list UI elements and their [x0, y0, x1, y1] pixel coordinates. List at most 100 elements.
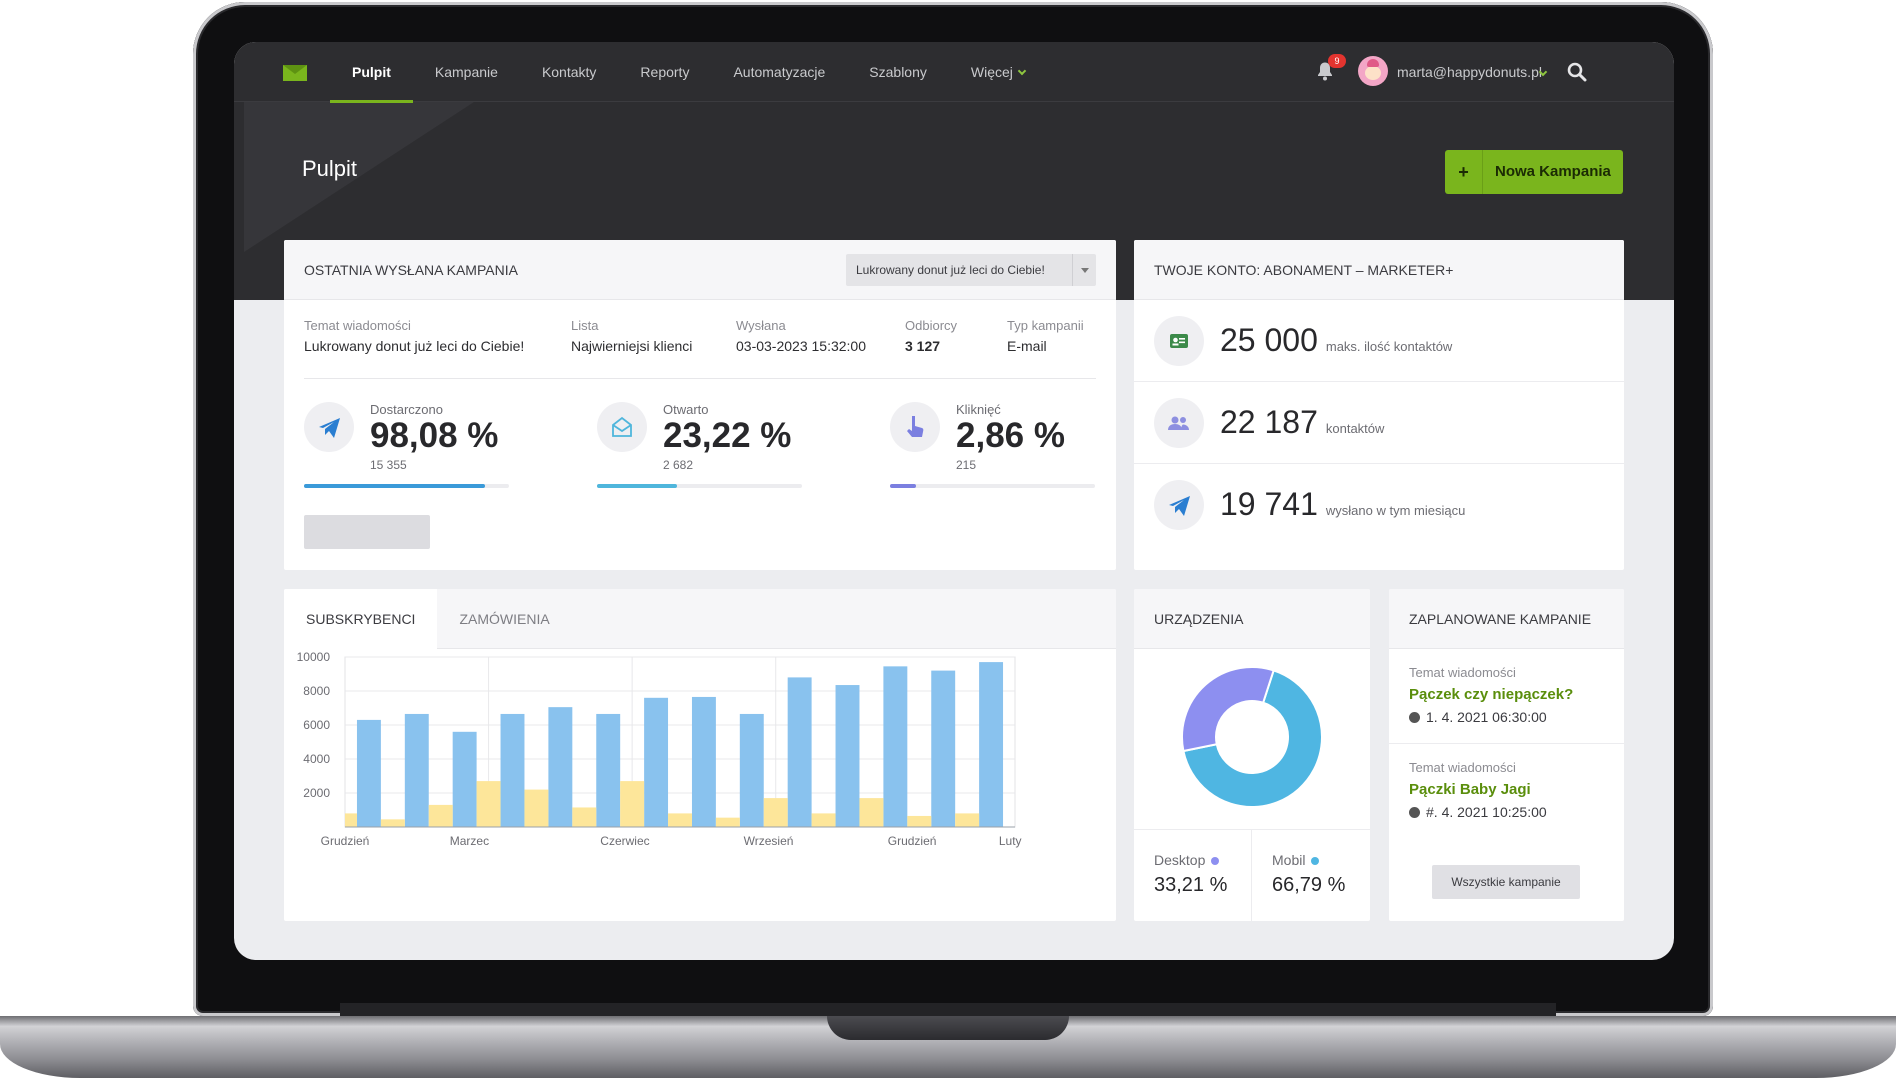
- progress-track: [890, 484, 1095, 488]
- bell-icon[interactable]: [1316, 61, 1334, 81]
- nav-item-reporty[interactable]: Reporty: [640, 64, 690, 80]
- device-dot: [1311, 857, 1320, 865]
- notification-badge: 9: [1328, 54, 1346, 68]
- device-value: 66,79 %: [1272, 874, 1346, 896]
- last-campaign-card: OSTATNIA WYSŁANA KAMPANIA Lukrowany donu…: [284, 240, 1116, 570]
- campaign-details-button[interactable]: [304, 515, 430, 549]
- bar-subscribers: [931, 670, 956, 827]
- nav-item-pulpit[interactable]: Pulpit: [330, 42, 413, 103]
- device-label-text: Desktop: [1154, 852, 1206, 868]
- subscribers-chart-card: SUBSKRYBENCI ZAMÓWIENIA 2000 4000 6000 8000…: [284, 589, 1116, 921]
- main-nav: Pulpit Kampanie Kontakty Reporty Automat…: [330, 42, 1047, 103]
- user-email[interactable]: marta@happydonuts.pl: [1397, 64, 1542, 80]
- bar-secondary: [380, 819, 405, 827]
- meta-value: E-mail: [1007, 338, 1047, 354]
- search-icon[interactable]: [1567, 62, 1587, 82]
- account-row-number: 25 000: [1220, 322, 1318, 358]
- meta-subject: Temat wiadomości Lukrowany donut już lec…: [304, 318, 524, 354]
- account-title: TWOJE KONTO: ABONAMENT – MARKETER+: [1154, 262, 1454, 278]
- bar-subscribers: [979, 662, 1004, 827]
- laptop-hinge: [340, 1003, 1556, 1017]
- hero-decoration: [244, 102, 474, 252]
- bar-secondary: [811, 813, 836, 827]
- devices-title: URZĄDZENIA: [1154, 611, 1244, 627]
- bar-subscribers: [644, 697, 669, 827]
- progress-fill: [304, 484, 485, 488]
- new-campaign-button[interactable]: + Nowa Kampania: [1445, 150, 1623, 194]
- stat-value: 2,86 %: [956, 416, 1065, 455]
- meta-value: Najwierniejsi klienci: [571, 338, 693, 354]
- app-screen: Pulpit Kampanie Kontakty Reporty Automat…: [234, 42, 1674, 960]
- account-row-max-contacts: 25 000 maks. ilość kontaktów: [1134, 300, 1624, 382]
- bar-subscribers: [452, 731, 477, 827]
- all-campaigns-button[interactable]: Wszystkie kampanie: [1432, 865, 1580, 899]
- scheduled-item: Temat wiadomości Pączki Baby Jagi #. 4. …: [1389, 744, 1624, 839]
- bar-secondary: [345, 813, 357, 827]
- y-tick-label: 4000: [303, 752, 330, 766]
- bar-subscribers: [883, 666, 908, 827]
- y-tick-label: 2000: [303, 786, 330, 800]
- bar-subscribers: [691, 696, 716, 827]
- tab-zamowienia[interactable]: ZAMÓWIENIA: [459, 611, 550, 627]
- nav-item-szablony[interactable]: Szablony: [869, 64, 927, 80]
- scheduled-subject-link[interactable]: Pączek czy niepączek?: [1409, 686, 1574, 703]
- scheduled-key: Temat wiadomości: [1409, 760, 1516, 775]
- clock-icon: [1409, 807, 1420, 818]
- stat-label: Kliknięć: [956, 402, 1001, 417]
- account-card: TWOJE KONTO: ABONAMENT – MARKETER+ 25 00…: [1134, 240, 1624, 570]
- chart-tabs: SUBSKRYBENCI ZAMÓWIENIA: [284, 589, 1116, 649]
- progress-track: [304, 484, 509, 488]
- account-row-label: wysłano w tym miesiącu: [1325, 503, 1466, 518]
- account-row-value: 22 187 kontaktów: [1220, 404, 1384, 441]
- account-row-contacts: 22 187 kontaktów: [1134, 382, 1624, 464]
- bar-secondary: [859, 798, 884, 827]
- paper-plane-icon: [1154, 480, 1204, 530]
- new-campaign-label: Nowa Kampania: [1495, 163, 1611, 180]
- caret-down-icon: [1072, 254, 1096, 286]
- tab-subskrybenci[interactable]: SUBSKRYBENCI: [284, 589, 438, 649]
- bar-subscribers: [500, 713, 525, 827]
- campaign-select[interactable]: Lukrowany donut już leci do Ciebie!: [846, 254, 1096, 286]
- bar-subscribers: [787, 677, 812, 827]
- users-icon: [1154, 398, 1204, 448]
- bar-secondary: [620, 781, 645, 827]
- meta-list: Lista Najwierniejsi klienci: [571, 318, 692, 354]
- nav-item-wiecej[interactable]: Więcej: [949, 42, 1047, 102]
- progress-fill: [597, 484, 678, 488]
- logo-icon[interactable]: [283, 65, 307, 81]
- bar-secondary: [715, 817, 740, 827]
- meta-value: 03-03-2023 15:32:00: [736, 338, 866, 354]
- scheduled-title: ZAPLANOWANE KAMPANIE: [1409, 611, 1592, 627]
- bar-secondary: [428, 804, 453, 827]
- account-row-number: 22 187: [1220, 404, 1318, 440]
- meta-value: Lukrowany donut już leci do Ciebie!: [304, 338, 525, 354]
- x-tick-label: Czerwiec: [600, 834, 649, 848]
- account-row-number: 19 741: [1220, 486, 1318, 522]
- plot-frame: [344, 656, 1016, 828]
- scheduled-subject-link[interactable]: Pączki Baby Jagi: [1409, 781, 1531, 798]
- chevron-down-icon: [1017, 66, 1027, 76]
- x-tick-label: Luty: [999, 834, 1022, 848]
- devices-card: URZĄDZENIA Desktop 33,21 % Mobil 66,79 %: [1134, 589, 1370, 921]
- paper-plane-icon: [304, 402, 354, 452]
- nav-item-automatyzacje[interactable]: Automatyzacje: [733, 64, 826, 80]
- bar-secondary: [955, 813, 980, 827]
- x-tick-label: Grudzień: [888, 834, 937, 848]
- meta-key: Lista: [571, 318, 599, 333]
- bar-subscribers: [356, 719, 381, 827]
- account-row-value: 25 000 maks. ilość kontaktów: [1220, 322, 1452, 359]
- envelope-open-icon: [597, 402, 647, 452]
- last-campaign-title: OSTATNIA WYSŁANA KAMPANIA: [304, 262, 518, 278]
- avatar[interactable]: [1358, 56, 1388, 86]
- bar-secondary: [668, 813, 692, 827]
- bar-secondary: [476, 781, 501, 827]
- clock-icon: [1409, 712, 1420, 723]
- nav-item-kampanie[interactable]: Kampanie: [434, 64, 498, 80]
- bar-secondary: [572, 807, 597, 827]
- device-label: Desktop: [1154, 852, 1220, 868]
- pointer-hand-icon: [890, 402, 940, 452]
- nav-item-kontakty[interactable]: Kontakty: [541, 64, 597, 80]
- stat-count: 15 355: [370, 458, 407, 472]
- bar-subscribers: [596, 713, 621, 827]
- meta-key: Typ kampanii: [1007, 318, 1084, 333]
